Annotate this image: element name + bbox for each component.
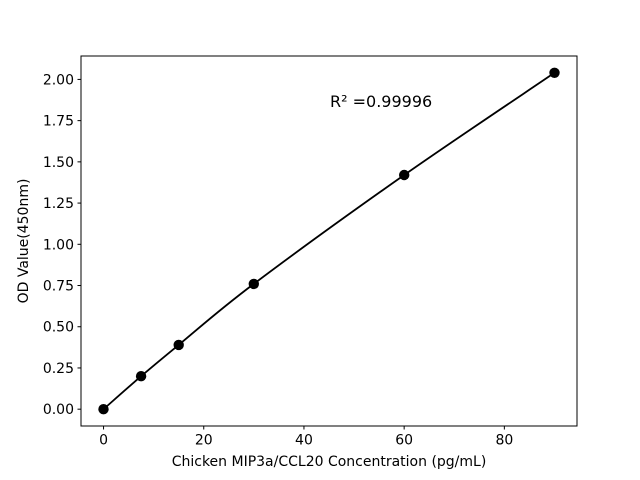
data-points <box>98 67 560 415</box>
plot-area <box>80 55 578 427</box>
y-tick-label: 1.75 <box>43 114 74 130</box>
y-tick-label: 1.00 <box>43 237 74 253</box>
y-tick-label: 1.25 <box>43 196 74 212</box>
y-tick-label: 0.00 <box>43 402 74 418</box>
x-tick-label: 40 <box>295 433 313 449</box>
y-axis-label: OD Value(450nm) <box>16 179 32 304</box>
data-point <box>98 404 109 415</box>
x-axis-tick-labels: 0 20 40 60 80 <box>99 433 513 449</box>
x-tick-label: 60 <box>395 433 413 449</box>
y-tick-label: 0.25 <box>43 361 74 377</box>
data-point <box>399 169 410 181</box>
data-point <box>549 67 560 79</box>
data-point <box>248 278 259 290</box>
y-axis-tick-labels: 0.00 0.25 0.50 0.75 1.00 1.25 1.50 1.75 2.00 <box>43 72 74 418</box>
curve-line <box>102 72 556 410</box>
x-axis-label: Chicken MIP3a/CCL20 Concentration (pg/mL… <box>172 454 487 470</box>
r-squared-annotation: R² =0.99996 <box>330 92 432 111</box>
data-point <box>173 339 184 351</box>
y-axis-ticks <box>77 78 81 410</box>
x-tick-label: 20 <box>195 433 213 449</box>
y-tick-label: 0.75 <box>43 279 74 295</box>
x-tick-label: 80 <box>495 433 513 449</box>
x-axis-ticks <box>103 426 505 430</box>
data-point <box>135 371 147 382</box>
y-tick-label: 1.50 <box>43 155 74 171</box>
y-tick-label: 0.50 <box>43 320 74 336</box>
y-tick-label: 2.00 <box>43 72 74 88</box>
x-tick-label: 0 <box>99 433 108 449</box>
